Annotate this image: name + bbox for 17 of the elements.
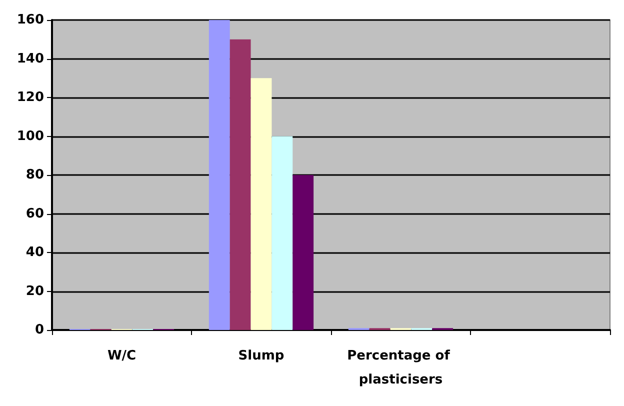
- y-tick-label: 40: [26, 245, 44, 260]
- bar: [292, 175, 314, 330]
- bar: [208, 20, 230, 330]
- y-tick-label: 20: [26, 284, 44, 299]
- y-tick-label: 100: [16, 128, 44, 144]
- bar: [250, 78, 272, 330]
- y-tick-label: 120: [16, 90, 44, 105]
- y-tick-label: 0: [34, 322, 44, 338]
- bar: [272, 136, 293, 330]
- y-tick-label: 80: [26, 168, 44, 182]
- y-tick-label: 60: [26, 206, 44, 222]
- x-tick-label: Percentage of plasticisers: [347, 348, 454, 388]
- y-tick-label: 140: [16, 51, 44, 66]
- bar: [230, 39, 251, 330]
- x-tick-label: W/C: [107, 348, 136, 364]
- x-tick-label: Slump: [238, 348, 284, 364]
- y-tick-label: 160: [16, 12, 44, 28]
